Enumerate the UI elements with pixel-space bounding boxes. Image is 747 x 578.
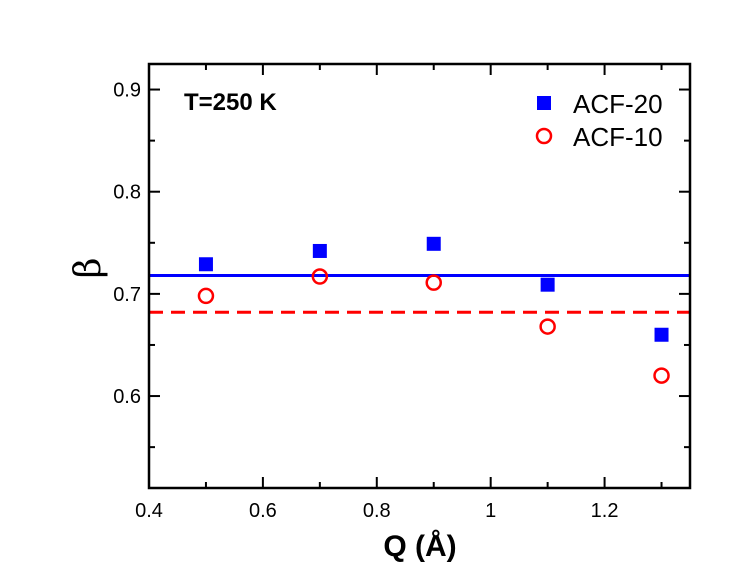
point-acf-20 bbox=[312, 243, 327, 258]
point-acf-20 bbox=[426, 236, 441, 251]
legend: ACF-20 ACF-10 bbox=[535, 89, 663, 152]
temperature-annotation: T=250 K bbox=[184, 89, 277, 116]
axes: 0.4 0.6 0.8 1 1.2 0.6 0.7 0.8 0.9 bbox=[113, 62, 692, 522]
x-tick-label: 1 bbox=[485, 500, 496, 522]
legend-label-acf-20: ACF-20 bbox=[573, 89, 663, 119]
x-tick-label: 0.6 bbox=[249, 500, 277, 522]
point-acf-20 bbox=[654, 327, 669, 342]
y-tick-label: 0.6 bbox=[113, 386, 141, 408]
point-acf-20 bbox=[198, 257, 213, 272]
legend-marker-acf-20 bbox=[537, 96, 551, 110]
point-acf-20 bbox=[540, 277, 555, 292]
legend-marker-acf-10 bbox=[535, 127, 553, 145]
y-tick-label: 0.7 bbox=[113, 284, 141, 306]
fit-lines bbox=[149, 273, 690, 314]
point-acf-10 bbox=[539, 318, 556, 335]
y-axis-title: β bbox=[68, 258, 109, 279]
x-tick-label: 0.4 bbox=[135, 500, 163, 522]
point-acf-10 bbox=[425, 274, 442, 291]
point-acf-10 bbox=[311, 268, 329, 285]
point-acf-10 bbox=[653, 367, 670, 384]
point-acf-10 bbox=[197, 287, 215, 305]
data-points bbox=[197, 236, 670, 384]
legend-label-acf-10: ACF-10 bbox=[573, 122, 663, 152]
x-axis-title: Q (Å) bbox=[383, 530, 456, 563]
y-tick-label: 0.9 bbox=[113, 80, 141, 102]
x-tick-label: 0.8 bbox=[363, 500, 391, 522]
y-tick-label: 0.8 bbox=[113, 182, 141, 204]
x-tick-label: 1.2 bbox=[591, 500, 619, 522]
plot-frame bbox=[147, 62, 692, 490]
